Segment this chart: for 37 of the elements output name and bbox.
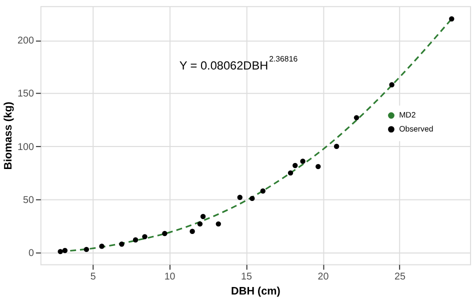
point: [216, 221, 222, 227]
point: [250, 196, 255, 202]
x-tick-label: 15: [241, 272, 253, 283]
point: [260, 188, 266, 194]
point: [292, 162, 298, 168]
y-tick-label: 200: [18, 36, 35, 47]
point: [190, 228, 195, 234]
point: [119, 242, 124, 247]
point: [316, 164, 321, 170]
y-tick-label: 100: [18, 142, 35, 153]
point: [334, 144, 340, 149]
legend-label: Observed: [399, 124, 434, 134]
x-tick-label: 25: [394, 272, 406, 283]
legend-label: MD2: [399, 110, 416, 120]
y-tick-label: 0: [28, 248, 35, 260]
point: [58, 248, 63, 254]
point: [288, 170, 294, 176]
point: [84, 246, 90, 252]
point: [237, 194, 242, 200]
x-axis-title: DBH (cm): [231, 285, 281, 298]
point: [449, 16, 454, 22]
point: [99, 244, 104, 249]
y-tick-label: 50: [23, 194, 35, 206]
point: [200, 214, 206, 220]
point: [162, 230, 168, 236]
point: [197, 221, 203, 227]
y-axis-title: Biomass (kg): [2, 101, 15, 170]
point: [389, 82, 394, 88]
point: [62, 248, 68, 254]
point: [300, 158, 306, 164]
point: [142, 234, 148, 240]
x-tick-label: 10: [164, 272, 176, 283]
x-tick-label: 20: [318, 272, 330, 283]
y-tick-label: 150: [18, 88, 35, 100]
point: [354, 115, 360, 120]
x-tick-label: 5: [90, 272, 96, 283]
point: [132, 237, 138, 242]
